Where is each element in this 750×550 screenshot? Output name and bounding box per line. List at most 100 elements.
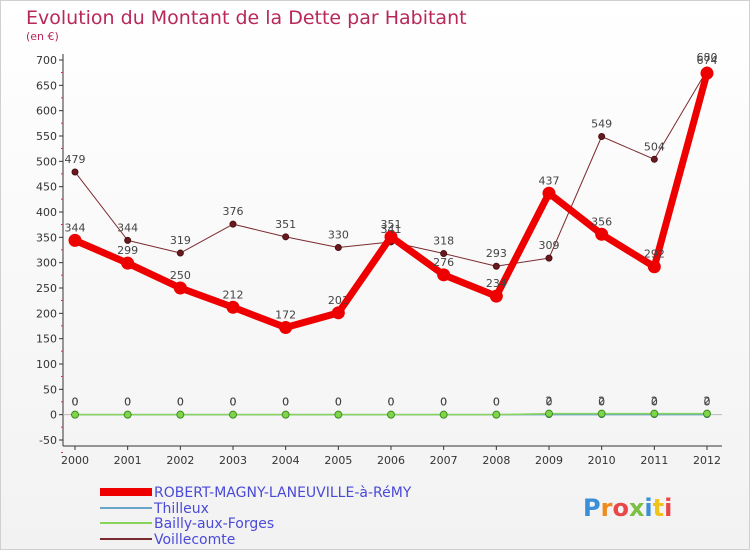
data-label: 351 [275, 218, 296, 231]
legend-label: ROBERT-MAGNY-LANEUVILLE-à-RéMY [154, 485, 412, 501]
data-label: 2 [546, 395, 553, 408]
x-tick-label: 2000 [61, 454, 89, 467]
data-point [71, 410, 79, 419]
data-label: 0 [282, 396, 289, 409]
series-bailly-aux-forges [71, 409, 711, 419]
data-point [229, 220, 237, 228]
y-tick-label: 50 [43, 383, 57, 396]
logo-letter: r [601, 494, 613, 522]
legend-label: Bailly-aux-Forges [154, 516, 274, 532]
chart-title: Evolution du Montant de la Dette par Hab… [26, 7, 467, 29]
data-point [229, 410, 237, 419]
data-label: 0 [230, 396, 237, 409]
logo-letter: P [583, 494, 601, 522]
data-label: 0 [493, 396, 500, 409]
data-point [334, 410, 343, 419]
logo-letter: o [612, 494, 629, 522]
data-point [226, 300, 240, 314]
data-point [176, 410, 185, 419]
data-label: 479 [65, 153, 86, 166]
data-label: 0 [124, 396, 131, 409]
data-label: 341 [381, 223, 402, 236]
data-label: 0 [335, 396, 342, 409]
data-point [71, 168, 79, 176]
data-point [123, 410, 132, 419]
x-tick-label: 2006 [377, 454, 405, 467]
data-label: 2 [651, 395, 658, 408]
proxiti-logo: Proxiti [583, 494, 672, 522]
y-tick-label: 300 [36, 257, 57, 270]
data-point [124, 236, 132, 244]
data-point [281, 410, 290, 419]
y-tick-label: 100 [36, 358, 57, 371]
data-label: 0 [388, 396, 395, 409]
legend-item: Thilleux [100, 501, 209, 517]
data-label: 0 [230, 396, 237, 409]
y-tick-label: -50 [39, 434, 57, 447]
data-label: 351 [381, 218, 402, 231]
legend-label: Thilleux [153, 501, 209, 517]
x-tick-label: 2001 [114, 454, 142, 467]
data-label: 0 [440, 396, 447, 409]
legend-item: Voillecomte [100, 532, 235, 548]
data-label: 549 [591, 118, 612, 131]
series-layer [68, 66, 714, 419]
logo-text: Proxiti [583, 494, 672, 522]
data-label: 0 [493, 396, 500, 409]
data-point [650, 155, 658, 163]
x-tick-label: 2002 [166, 454, 194, 467]
data-point [440, 250, 448, 258]
data-label: 201 [328, 294, 349, 307]
data-point [387, 410, 395, 419]
data-label: 299 [117, 244, 138, 257]
axes: -500501001502002503003504004505005506006… [36, 54, 722, 467]
x-tick-label: 2005 [324, 454, 352, 467]
x-tick-label: 2012 [693, 454, 721, 467]
y-tick-label: 400 [36, 206, 57, 219]
legend-item: ROBERT-MAGNY-LANEUVILLE-à-RéMY [100, 485, 412, 501]
y-tick-label: 550 [36, 130, 57, 143]
data-label: 0 [651, 396, 658, 409]
data-label: 0 [124, 396, 131, 409]
data-point [437, 268, 451, 282]
data-label: 0 [440, 396, 447, 409]
data-point [700, 66, 714, 80]
data-label: 376 [223, 205, 244, 218]
data-point [173, 281, 187, 295]
data-point [121, 256, 135, 270]
data-label: 0 [177, 396, 184, 409]
data-point [334, 243, 342, 251]
data-label: 0 [388, 396, 395, 409]
data-label: 0 [72, 396, 79, 409]
data-label: 2 [598, 395, 605, 408]
data-point [176, 249, 184, 257]
data-point [542, 186, 556, 200]
data-label: 212 [223, 288, 244, 301]
x-tick-label: 2007 [430, 454, 458, 467]
data-point [279, 321, 293, 335]
data-label: 0 [546, 396, 553, 409]
data-label: 250 [170, 269, 191, 282]
data-labels: 0 0 0 0 0 0 0 0 0 0 0 0 00 0 0 0 0 0 0 0 0 2 2 2 247934431937635… [65, 51, 718, 409]
data-label: 0 [335, 396, 342, 409]
legend: ROBERT-MAGNY-LANEUVILLE-à-RéMYThilleuxBa… [100, 485, 412, 548]
data-label: 2 [704, 395, 711, 408]
data-point [595, 227, 609, 241]
logo-letter: i [664, 494, 672, 522]
data-label: 234 [486, 277, 507, 290]
y-tick-label: 250 [36, 282, 57, 295]
data-label: 437 [539, 174, 560, 187]
data-label: 0 [598, 396, 605, 409]
data-point [68, 233, 82, 247]
series-line [73, 72, 711, 332]
data-label: 318 [433, 235, 454, 248]
data-label: 0 [282, 396, 289, 409]
data-point [545, 254, 553, 262]
data-point [545, 409, 553, 418]
y-tick-label: 650 [36, 79, 57, 92]
y-tick-label: 0 [50, 409, 57, 422]
data-label: 309 [539, 239, 560, 252]
y-tick-label: 450 [36, 181, 57, 194]
